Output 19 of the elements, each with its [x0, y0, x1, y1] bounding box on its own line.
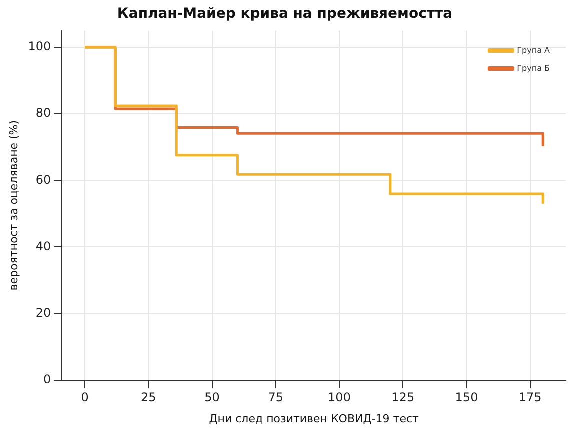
x-tick-label: 100	[328, 390, 351, 405]
y-tick-label: 0	[43, 372, 52, 387]
x-tick-label: 0	[81, 390, 89, 405]
legend-label: Група А	[517, 46, 551, 55]
y-tick-label: 40	[36, 239, 52, 254]
x-tick-label: 175	[518, 390, 542, 405]
x-tick-label: 150	[455, 390, 478, 405]
x-tick-label: 125	[392, 390, 415, 405]
x-tick-label: 75	[268, 390, 284, 405]
y-tick-label: 80	[36, 106, 52, 120]
y-tick-label: 100	[28, 40, 52, 54]
x-tick-label: 25	[140, 390, 156, 405]
x-axis-title: Дни след позитивен КОВИД-19 тест	[209, 412, 420, 426]
legend-label: Група Б	[517, 64, 550, 73]
y-axis-title: вероятност за оцеляване (%)	[7, 120, 20, 291]
y-tick-label: 60	[36, 172, 52, 187]
x-tick-label: 50	[204, 390, 220, 405]
chart-title: Каплан-Майер крива на преживяемостта	[117, 6, 453, 22]
y-tick-label: 20	[36, 306, 52, 320]
